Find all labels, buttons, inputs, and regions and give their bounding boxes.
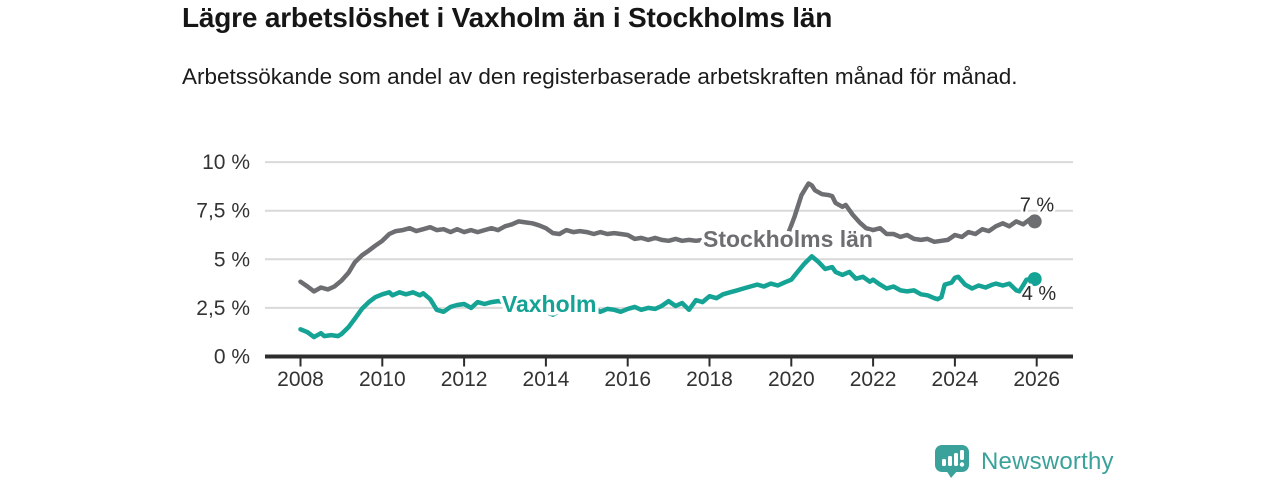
- chart-title: Lägre arbetslöshet i Vaxholm än i Stockh…: [182, 2, 833, 33]
- y-tick-label: 7,5 %: [196, 200, 250, 223]
- x-tick-label: 2026: [1013, 368, 1060, 391]
- x-tick-label: 2012: [441, 368, 488, 391]
- x-tick-label: 2016: [604, 368, 651, 391]
- series-end-label-stockholms-l-n: 7 %: [1020, 194, 1055, 216]
- series-line-stockholms-l-n: [298, 181, 1037, 294]
- series-line-vaxholm: [298, 254, 1037, 340]
- series-end-dot-vaxholm: [1027, 272, 1042, 287]
- series-label-stockholms-l-n: Stockholms län: [703, 226, 873, 252]
- x-tick-label: 2008: [277, 368, 324, 391]
- chart-subtitle: Arbetssökande som andel av den registerb…: [182, 64, 1018, 89]
- x-tick-label: 2010: [359, 368, 406, 391]
- y-tick-label: 5 %: [214, 248, 250, 271]
- x-tick-label: 2020: [768, 368, 815, 391]
- x-tick-label: 2018: [686, 368, 733, 391]
- newsworthy-wordmark: Newsworthy: [981, 447, 1114, 475]
- series-end-label-vaxholm: 4 %: [1022, 283, 1057, 305]
- y-tick-label: 10 %: [202, 151, 250, 174]
- y-tick-label: 0 %: [214, 346, 250, 369]
- series-label-vaxholm: Vaxholm: [502, 291, 597, 317]
- x-tick-label: 2024: [932, 368, 979, 391]
- newsworthy-logo-icon: [935, 445, 969, 478]
- y-tick-label: 2,5 %: [196, 297, 250, 320]
- footer-brand: Newsworthy: [934, 444, 1114, 479]
- series-end-dot-stockholms-l-n: [1027, 214, 1042, 229]
- x-tick-label: 2022: [850, 368, 897, 391]
- x-tick-label: 2014: [523, 368, 570, 391]
